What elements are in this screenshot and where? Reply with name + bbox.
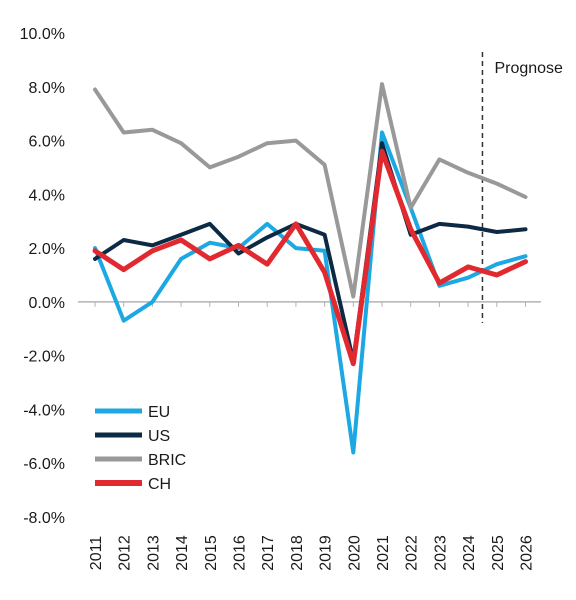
y-tick-label: -6.0%: [23, 456, 65, 473]
x-axis: 2011 2012 2013 2014 2015 2016 2017 2018 2019 2020…: [78, 301, 541, 571]
forecast-marker: Prognose: [481, 52, 563, 323]
x-tick-label: 2014: [174, 535, 191, 571]
x-tick-label: 2022: [404, 535, 421, 571]
legend-label: BRIC: [148, 452, 186, 469]
legend: EU US BRIC CH: [95, 404, 186, 493]
forecast-label: Prognose: [494, 60, 563, 77]
legend-item-us: US: [95, 428, 170, 445]
x-tick-label: 2026: [519, 535, 536, 571]
x-tick-label: 2024: [461, 535, 478, 571]
legend-label: US: [148, 428, 170, 445]
legend-item-bric: BRIC: [95, 452, 186, 469]
x-tick-label: 2012: [117, 535, 134, 571]
x-tick-label: 2011: [88, 536, 105, 571]
legend-label: EU: [148, 404, 170, 421]
y-tick-label: 2.0%: [29, 241, 65, 258]
series-line-us: [93, 141, 528, 363]
legend-item-ch: CH: [95, 476, 171, 493]
x-tick-label: 2015: [203, 535, 220, 571]
y-tick-label: 6.0%: [29, 134, 65, 151]
series-lines: [92, 82, 528, 455]
legend-label: CH: [148, 476, 171, 493]
y-tick-label: -4.0%: [23, 402, 65, 419]
x-tick-label: 2013: [145, 535, 162, 571]
series-line-ch: [92, 148, 528, 367]
x-tick-label: 2019: [318, 535, 335, 571]
y-tick-label: 0.0%: [29, 295, 65, 312]
x-tick-label: 2020: [346, 535, 363, 571]
x-tick-label: 2021: [375, 535, 392, 571]
y-tick-label: 4.0%: [29, 187, 65, 204]
y-tick-label: -2.0%: [23, 349, 65, 366]
x-tick-label: 2017: [260, 535, 277, 571]
x-tick-label: 2018: [289, 535, 306, 571]
x-tick-label: 2023: [432, 535, 449, 571]
y-tick-label: 8.0%: [29, 80, 65, 97]
legend-item-eu: EU: [95, 404, 170, 421]
y-axis: -8.0% -6.0% -4.0% -2.0% 0.0% 2.0% 4.0% 6.0% 8.0%…: [20, 26, 65, 527]
series-line-bric: [93, 82, 528, 299]
x-tick-label: 2016: [232, 535, 249, 571]
x-tick-label: 2025: [490, 535, 507, 571]
y-tick-label: -8.0%: [23, 510, 65, 527]
y-tick-label: 10.0%: [20, 26, 65, 43]
